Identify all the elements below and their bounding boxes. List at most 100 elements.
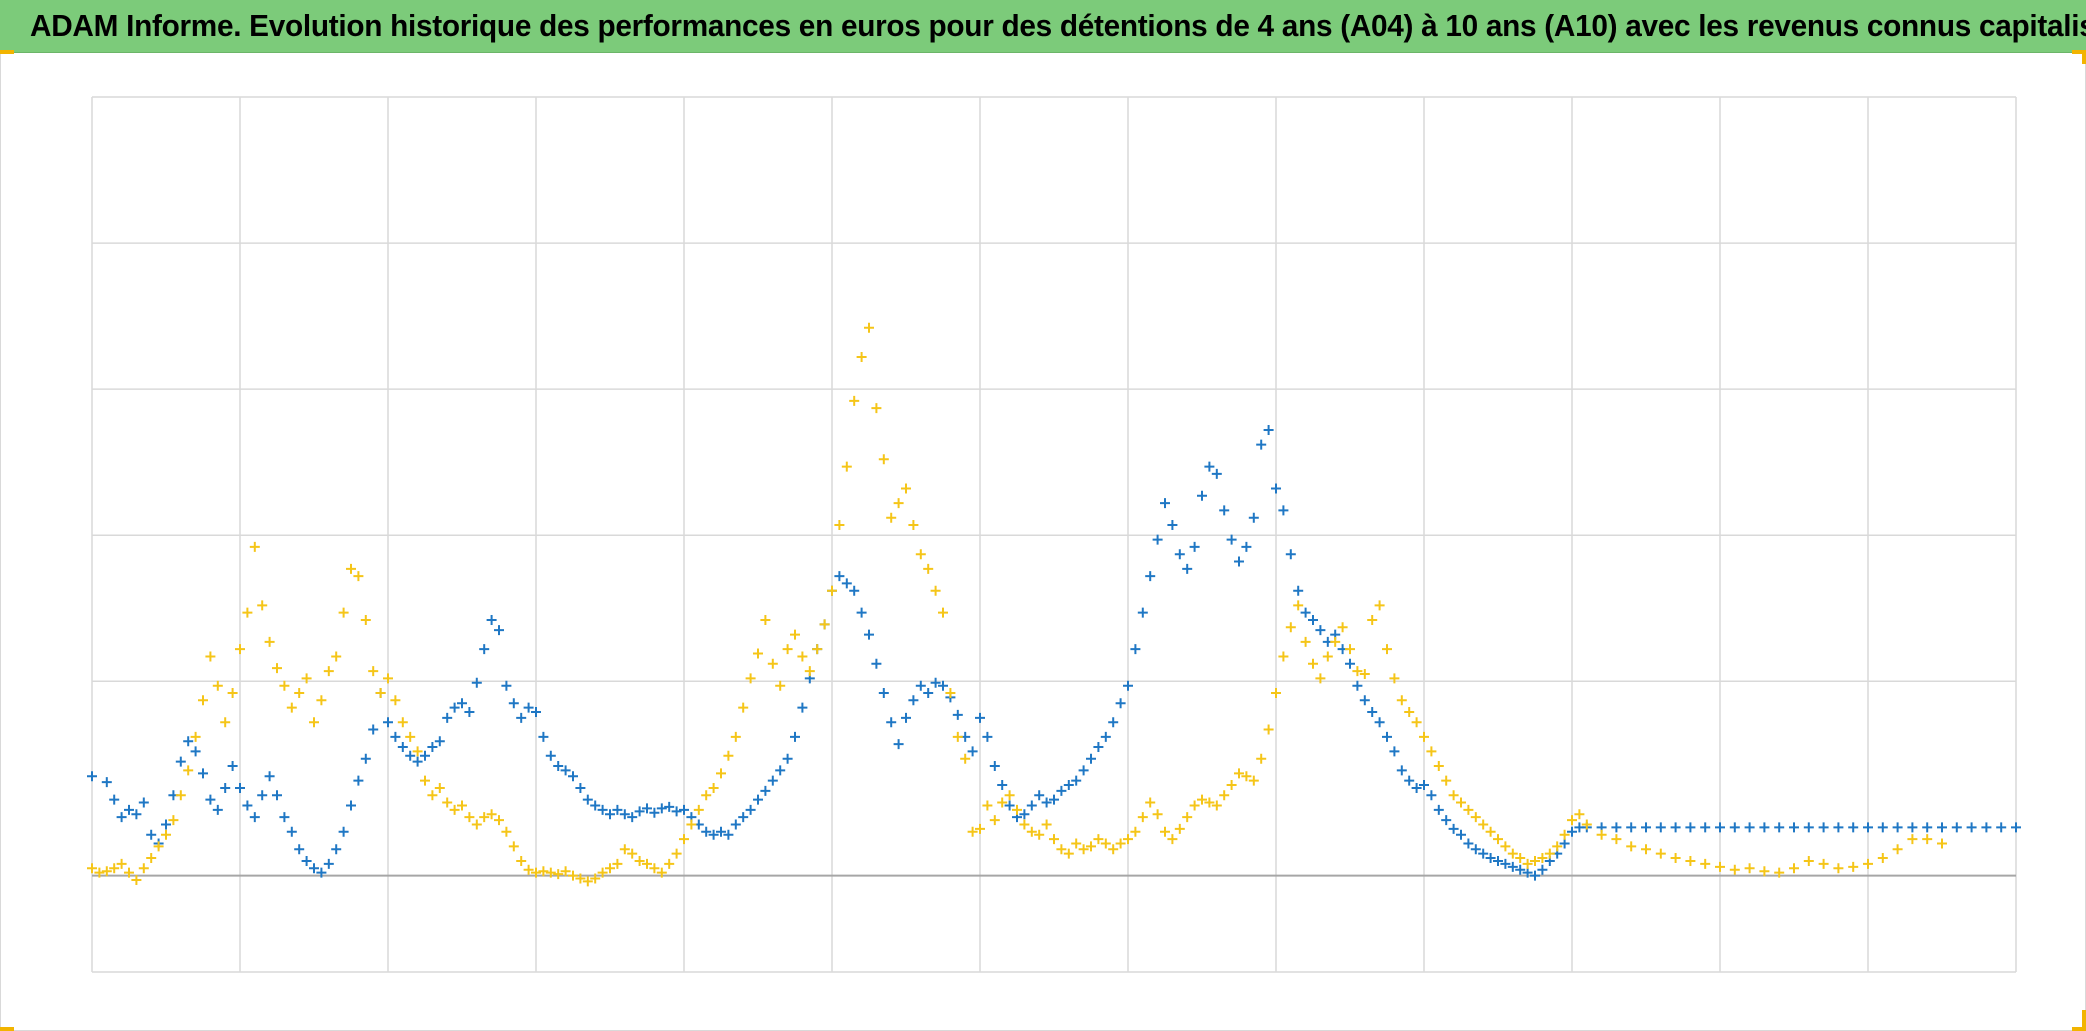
point-a04-20 [242,800,253,811]
point-a04-121 [989,761,1000,772]
point-a10-51 [464,812,475,823]
point-a10-216 [1789,863,1799,874]
point-a04-4 [124,804,134,815]
point-a10-43 [405,731,416,742]
point-a10-160 [1271,687,1281,698]
point-a10-71 [612,858,623,869]
point-a10-93 [775,680,786,691]
point-a10-26 [279,680,290,691]
point-a04-181 [1433,804,1444,815]
point-a04-77 [664,801,675,812]
point-a04-144 [1160,498,1170,509]
point-a04-88 [745,804,756,815]
point-a10-64 [560,866,571,877]
point-a04-131 [1063,780,1074,791]
point-a04-176 [1396,765,1407,776]
point-a04-223 [1907,822,1918,833]
point-a10-155 [1234,768,1244,779]
point-a04-179 [1419,780,1429,791]
point-a04-209 [1700,822,1711,833]
point-a04-169 [1345,658,1355,669]
point-a10-55 [494,815,504,826]
point-a10-41 [390,695,401,706]
point-a10-134 [1078,844,1089,855]
point-a10-12 [175,790,186,801]
point-a10-209 [1685,855,1696,866]
point-a10-212 [1729,864,1740,875]
point-a10-1 [94,867,105,878]
point-a10-133 [1071,838,1082,849]
point-a10-206 [1641,844,1651,855]
point-a10-19 [227,687,238,698]
point-a10-226 [1937,838,1947,849]
point-a04-177 [1404,775,1415,786]
point-a10-178 [1404,706,1415,717]
point-a04-204 [1626,822,1637,833]
point-a04-187 [1478,848,1489,859]
point-a10-10 [161,829,171,840]
point-a04-94 [790,731,800,742]
point-a04-194 [1530,870,1540,881]
point-a10-144 [1152,809,1163,820]
point-a10-7 [138,863,149,874]
corner-mark-bottom-left [0,1027,14,1031]
point-a04-174 [1382,731,1392,742]
point-a04-22 [257,790,268,801]
point-a10-106 [871,403,882,414]
point-a10-74 [634,855,645,866]
point-a04-79 [679,804,689,815]
point-a04-220 [1863,822,1873,833]
point-a10-69 [597,867,608,878]
point-a04-140 [1130,644,1141,655]
point-a10-29 [301,673,312,684]
point-a10-28 [294,687,305,698]
point-a10-141 [1130,826,1141,837]
point-a04-109 [901,712,911,723]
point-a10-202 [1581,819,1592,830]
point-a04-58 [523,702,534,713]
point-a04-138 [1115,698,1126,709]
point-a04-45 [427,742,438,753]
point-a10-34 [338,607,349,618]
point-a10-156 [1241,771,1252,782]
point-a10-40 [383,673,393,684]
point-a04-203 [1611,822,1622,833]
point-a04-216 [1803,822,1814,833]
point-a04-36 [360,753,371,764]
point-a10-52 [471,819,482,830]
point-a10-62 [545,867,556,878]
point-a04-102 [849,585,860,596]
point-a10-191 [1500,841,1511,852]
point-a10-211 [1715,861,1725,872]
point-a10-177 [1396,695,1407,706]
point-a04-147 [1182,563,1193,574]
point-a04-158 [1263,425,1274,436]
point-a10-175 [1382,644,1392,655]
point-a10-60 [531,867,541,878]
point-a10-132 [1063,848,1074,859]
point-a04-149 [1197,490,1207,501]
point-a04-54 [494,625,504,636]
point-a10-101 [834,520,845,531]
point-a04-186 [1470,844,1481,855]
point-a10-143 [1145,797,1156,808]
point-a10-166 [1315,673,1326,684]
point-a10-162 [1285,622,1296,633]
point-a10-38 [368,666,379,677]
corner-mark-bottom-right [2072,1027,2086,1031]
point-a10-21 [242,607,253,618]
point-a10-70 [605,863,615,874]
point-a04-2 [109,794,120,805]
point-a10-223 [1892,844,1903,855]
point-a04-180 [1426,790,1437,801]
point-a04-114 [938,680,948,691]
point-a10-151 [1204,797,1215,808]
point-a10-83 [701,790,712,801]
point-a04-37 [368,724,379,735]
point-a04-111 [915,680,926,691]
point-a04-0 [87,771,97,782]
point-a10-105 [864,322,874,333]
point-a04-107 [886,717,897,728]
point-a10-140 [1123,834,1133,845]
point-a10-198 [1552,841,1563,852]
